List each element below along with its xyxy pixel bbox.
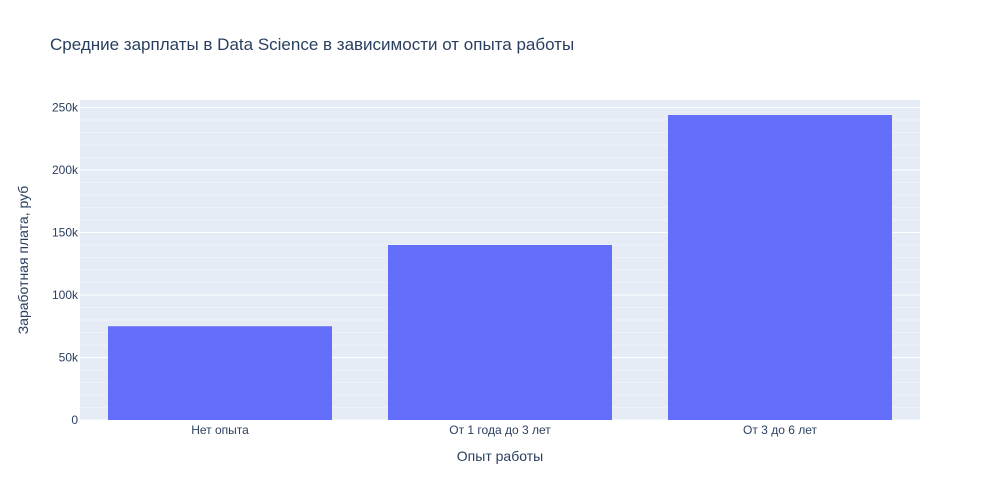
bar-1[interactable] (388, 245, 612, 420)
x-tick-label: От 1 года до 3 лет (449, 423, 551, 437)
x-axis-title: Опыт работы (457, 448, 543, 464)
bars (108, 115, 892, 420)
y-tick-label: 50k (59, 351, 79, 365)
y-tick-label: 100k (52, 288, 79, 302)
y-tick-label: 0 (71, 413, 78, 427)
y-tick-label: 200k (52, 163, 79, 177)
x-tick-label: От 3 до 6 лет (743, 423, 817, 437)
bar-2[interactable] (668, 115, 892, 420)
x-tick-label: Нет опыта (191, 423, 249, 437)
y-axis-tick-labels: 0 50k 100k 150k 200k 250k (52, 101, 79, 428)
y-tick-label: 250k (52, 101, 79, 115)
chart-title: Средние зарплаты в Data Science в зависи… (50, 35, 574, 54)
x-axis-tick-labels: Нет опыта От 1 года до 3 лет От 3 до 6 лет (191, 423, 817, 437)
bar-0[interactable] (108, 326, 332, 420)
y-tick-label: 150k (52, 226, 79, 240)
y-axis-title: Заработная плата, руб (15, 186, 31, 335)
